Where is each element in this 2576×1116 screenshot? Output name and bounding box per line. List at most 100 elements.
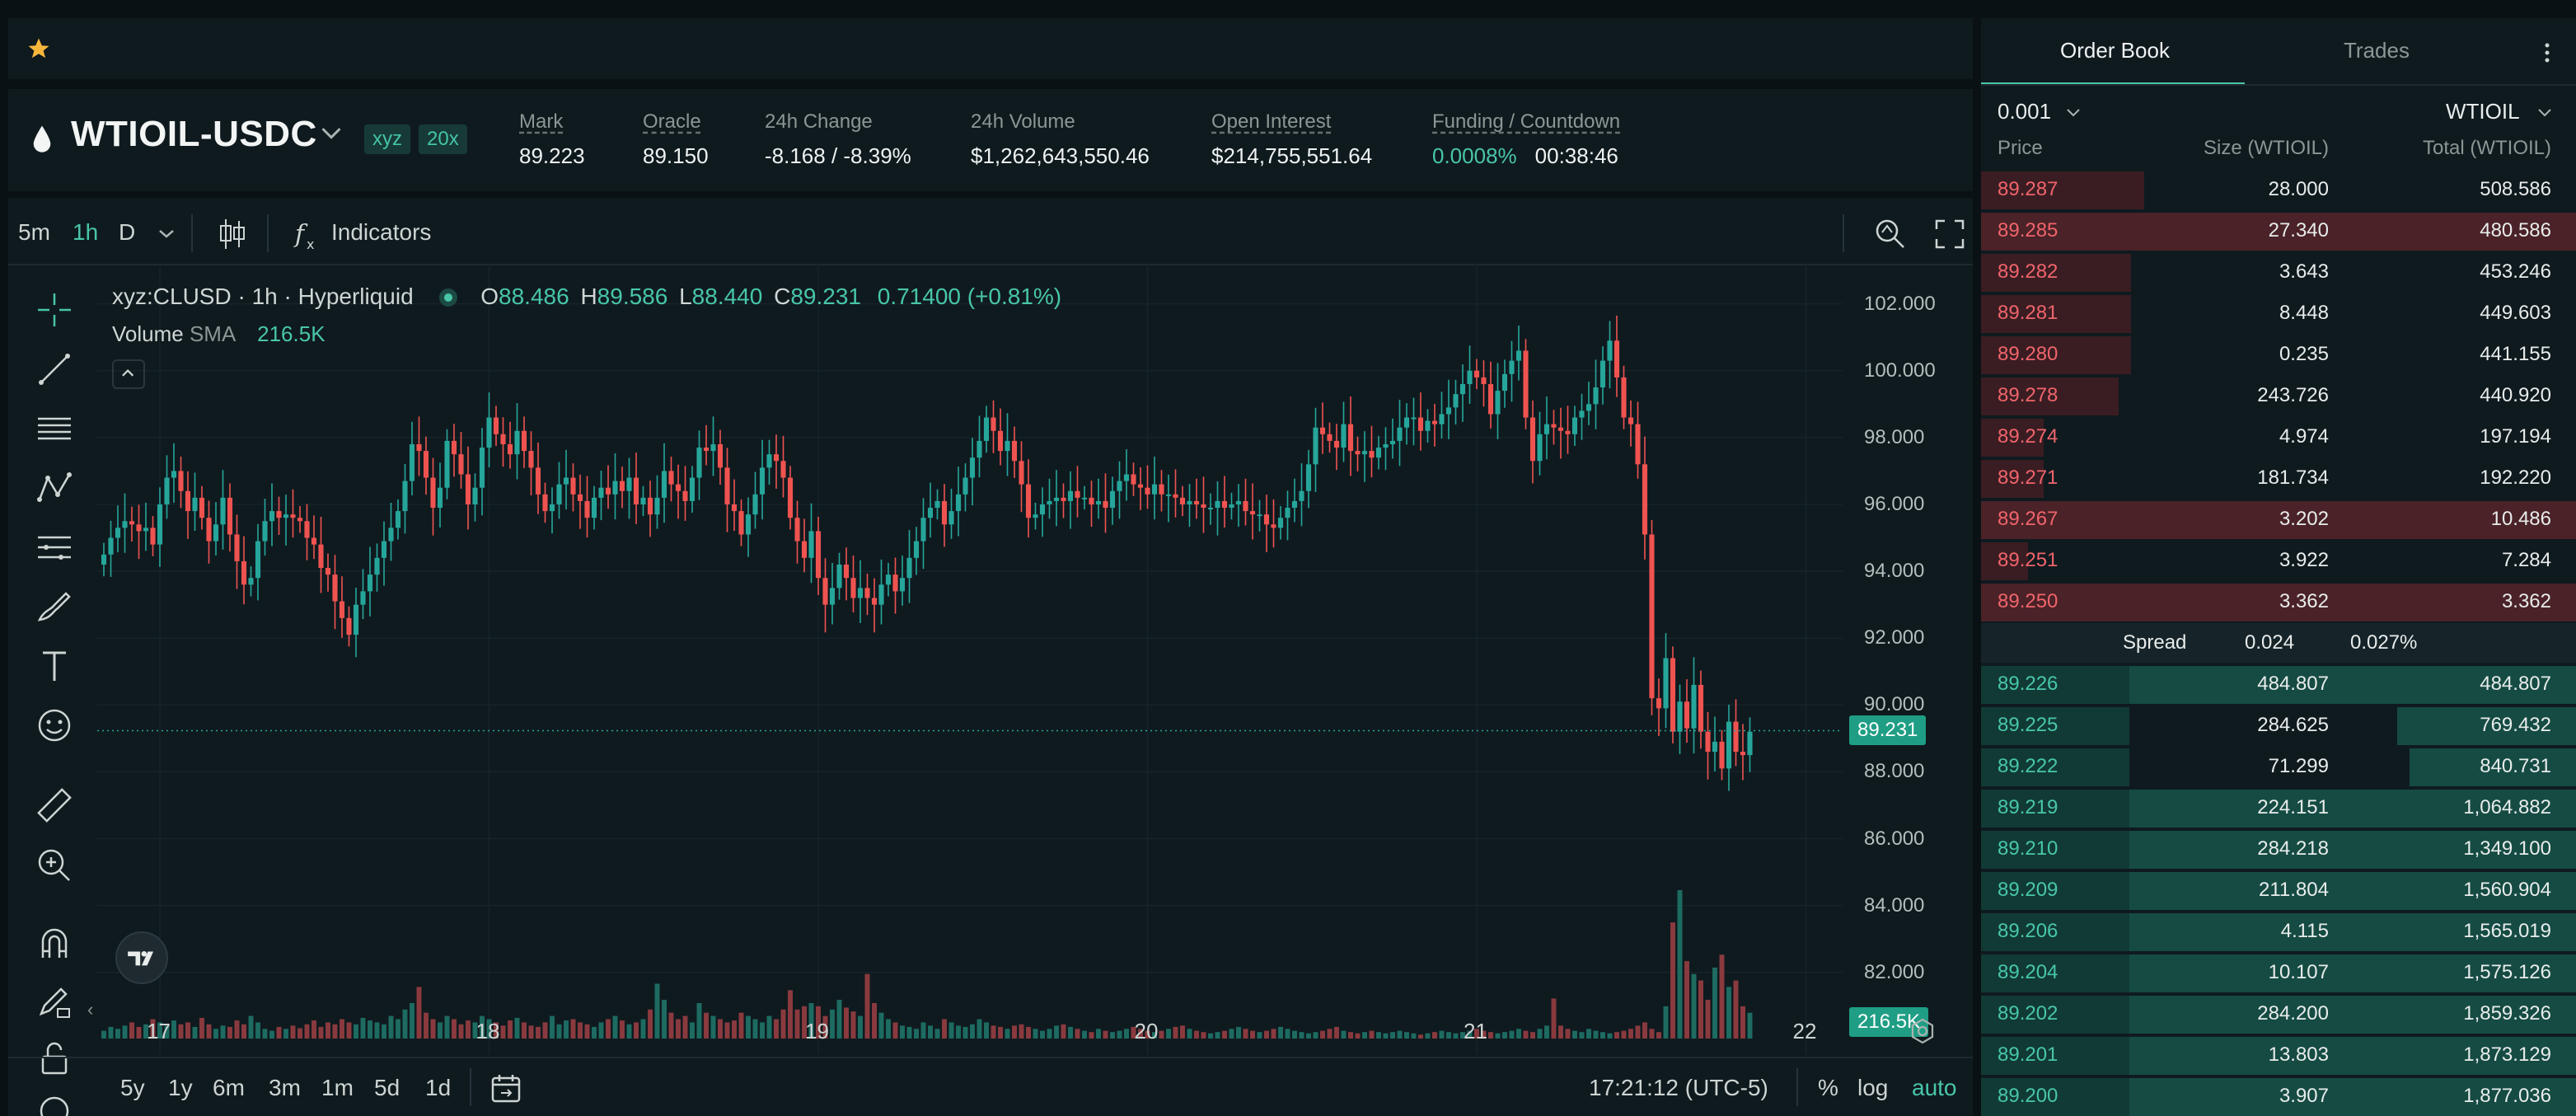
volume-bar <box>354 1024 358 1039</box>
star-icon[interactable] <box>26 36 51 61</box>
bid-row[interactable]: 89.209 211.804 1,560.904 <box>1981 870 2576 910</box>
price-chart[interactable] <box>97 264 1851 1055</box>
range-5y[interactable]: 5y <box>120 1075 145 1100</box>
log-toggle[interactable]: log <box>1857 1075 1889 1100</box>
ask-row[interactable]: 89.285 27.340 480.586 <box>1981 211 2576 251</box>
candle-body <box>1501 373 1508 392</box>
bid-row[interactable]: 89.204 10.107 1,575.126 <box>1981 953 2576 992</box>
candle-body <box>108 537 114 555</box>
ruler-tool[interactable] <box>33 785 76 828</box>
fullscreen-icon[interactable] <box>1933 218 1966 251</box>
clock-time[interactable]: 17:21:12 (UTC-5) <box>1589 1075 1768 1100</box>
volume-bar <box>438 1022 443 1039</box>
fib-tool[interactable] <box>33 407 76 450</box>
candle-body <box>1075 490 1080 498</box>
range-3m[interactable]: 3m <box>269 1075 301 1100</box>
ask-row[interactable]: 89.280 0.235 441.155 <box>1981 335 2576 374</box>
chart-settings-icon[interactable] <box>1909 1017 1937 1045</box>
bid-row[interactable]: 89.222 71.299 840.731 <box>1981 747 2576 786</box>
candle-body <box>1103 500 1108 509</box>
date-range-icon[interactable] <box>489 1071 522 1104</box>
candle-body <box>1614 340 1620 377</box>
ask-row[interactable]: 89.251 3.922 7.284 <box>1981 541 2576 580</box>
magnet-tool[interactable] <box>33 923 76 966</box>
interval-d[interactable]: D <box>119 219 136 245</box>
ask-row[interactable]: 89.281 8.448 449.603 <box>1981 293 2576 333</box>
pattern-tool[interactable] <box>33 467 76 509</box>
candle-body <box>472 487 478 504</box>
volume-bar <box>340 1019 344 1039</box>
range-1y[interactable]: 1y <box>168 1075 193 1100</box>
bid-row[interactable]: 89.226 484.807 484.807 <box>1981 664 2576 704</box>
chevron-down-icon[interactable] <box>320 125 343 142</box>
stat-mark: Mark 89.223 <box>519 110 585 168</box>
ask-total: 449.603 <box>2480 302 2551 324</box>
symbol-title[interactable]: WTIOIL-USDC <box>71 114 317 154</box>
bid-row[interactable]: 89.202 284.200 1,859.326 <box>1981 994 2576 1034</box>
interval-5m[interactable]: 5m <box>18 219 50 245</box>
candle-body <box>780 461 786 478</box>
ask-row[interactable]: 89.250 3.362 3.362 <box>1981 582 2576 621</box>
candle-body <box>1712 741 1718 753</box>
tick-size-select[interactable]: 0.001 <box>1998 99 2052 124</box>
ask-price: 89.251 <box>1998 549 2058 571</box>
volume-bar <box>1565 1029 1571 1039</box>
candle-body <box>570 477 576 495</box>
projection-tool[interactable] <box>33 526 76 569</box>
lock-tool[interactable] <box>33 1037 76 1080</box>
bid-row[interactable]: 89.225 284.625 769.432 <box>1981 706 2576 745</box>
tradingview-logo[interactable] <box>115 931 168 984</box>
ask-row[interactable]: 89.278 243.726 440.920 <box>1981 376 2576 415</box>
candle-type-icon[interactable] <box>216 216 249 252</box>
legend-collapse-button[interactable] <box>112 359 145 389</box>
trendline-tool[interactable] <box>33 348 76 391</box>
range-6m[interactable]: 6m <box>213 1075 245 1100</box>
percent-toggle[interactable]: % <box>1818 1075 1838 1100</box>
ask-price: 89.282 <box>1998 260 2058 283</box>
ask-row[interactable]: 89.267 3.202 10.486 <box>1981 499 2576 539</box>
zoom-in-tool[interactable] <box>33 844 76 887</box>
volume-bar <box>1180 1025 1185 1039</box>
candle-body <box>514 430 520 455</box>
bid-row[interactable]: 89.200 3.907 1,877.036 <box>1981 1076 2576 1116</box>
interval-chevron-icon[interactable] <box>157 227 176 241</box>
volume-bar <box>962 1026 968 1039</box>
ask-size: 3.202 <box>2279 508 2329 530</box>
volume-bar <box>143 1024 148 1039</box>
volume-bar <box>1236 1026 1241 1039</box>
volume-bar <box>774 1019 779 1039</box>
emoji-tool[interactable] <box>33 704 76 747</box>
visibility-tool[interactable] <box>33 1090 76 1116</box>
unit-chevron-icon[interactable] <box>2536 107 2553 119</box>
text-tool[interactable] <box>33 645 76 687</box>
bid-row[interactable]: 89.210 284.218 1,349.100 <box>1981 829 2576 869</box>
ask-row[interactable]: 89.271 181.734 192.220 <box>1981 458 2576 498</box>
range-1m[interactable]: 1m <box>321 1075 354 1100</box>
draw-lock-tool[interactable] <box>33 981 76 1024</box>
candle-body <box>1235 500 1242 504</box>
ask-row[interactable]: 89.282 3.643 453.246 <box>1981 252 2576 292</box>
tick-chevron-icon[interactable] <box>2065 107 2082 119</box>
bid-row[interactable]: 89.206 4.115 1,565.019 <box>1981 912 2576 951</box>
brush-tool[interactable] <box>33 585 76 628</box>
ask-size-bar <box>1981 419 2044 457</box>
ask-row[interactable]: 89.287 28.000 508.586 <box>1981 170 2576 209</box>
crosshair-tool[interactable] <box>33 288 76 331</box>
unit-select[interactable]: WTIOIL <box>2446 99 2520 124</box>
interval-1h[interactable]: 1h <box>73 219 99 245</box>
stat-24h-volume: 24h Volume $1,262,643,550.46 <box>971 110 1150 168</box>
tab-trades[interactable]: Trades <box>2344 38 2410 63</box>
candle-body <box>1299 490 1304 501</box>
more-options-icon[interactable] <box>2541 41 2553 64</box>
collapse-toolbar-icon[interactable]: ‹ <box>87 999 94 1020</box>
auto-toggle[interactable]: auto <box>1912 1075 1957 1100</box>
tab-order-book[interactable]: Order Book <box>2060 38 2170 63</box>
bid-row[interactable]: 89.201 13.803 1,873.129 <box>1981 1035 2576 1075</box>
indicators-button[interactable]: Indicators <box>331 219 432 245</box>
range-1d[interactable]: 1d <box>425 1075 452 1100</box>
bid-row[interactable]: 89.219 224.151 1,064.882 <box>1981 788 2576 828</box>
ask-row[interactable]: 89.274 4.974 197.194 <box>1981 417 2576 457</box>
zoom-search-icon[interactable] <box>1872 216 1909 252</box>
range-5d[interactable]: 5d <box>374 1075 400 1100</box>
